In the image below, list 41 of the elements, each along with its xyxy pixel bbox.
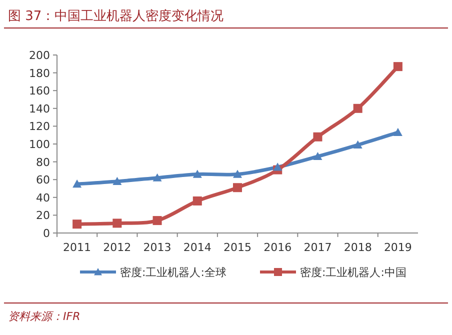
- point: [72, 180, 82, 188]
- y-tick-label: 40: [36, 191, 50, 204]
- y-tick-label: 120: [29, 120, 50, 134]
- point: [233, 170, 242, 178]
- y-tick-label: 160: [29, 84, 50, 98]
- x-tick-label: 2015: [224, 241, 252, 254]
- y-tick-label: 20: [36, 209, 50, 222]
- legend-label: 密度:工业机器人:中国: [300, 266, 406, 279]
- x-tick-label: 2012: [103, 241, 132, 254]
- y-tick-label: 140: [29, 102, 50, 116]
- point: [313, 132, 322, 142]
- y-tick-label: 60: [36, 174, 50, 187]
- x-tick-label: 2019: [384, 241, 412, 254]
- y-tick-label: 0: [43, 227, 50, 240]
- point: [393, 62, 402, 72]
- point: [273, 162, 282, 171]
- point: [353, 104, 362, 113]
- point: [112, 176, 122, 185]
- y-tick-label: 100: [29, 138, 50, 151]
- legend-label: 密度:工业机器人:全球: [120, 266, 226, 279]
- text: 资料来源：IFR: [8, 310, 80, 323]
- point: [152, 216, 162, 226]
- y-tick-label: 200: [29, 49, 50, 62]
- point: [233, 183, 242, 192]
- point: [192, 196, 202, 206]
- point: [393, 128, 402, 136]
- point: [353, 140, 362, 148]
- y-tick-label: 80: [36, 156, 50, 169]
- x-tick-label: 2011: [63, 241, 92, 254]
- point: [192, 170, 202, 178]
- y-tick-label: 180: [29, 66, 50, 80]
- x-tick-label: 2014: [183, 241, 212, 254]
- chart-title: 图 37：中国工业机器人密度变化情况: [8, 8, 224, 24]
- x-tick-label: 2018: [344, 241, 372, 254]
- x-tick-label: 2013: [143, 241, 172, 254]
- point: [313, 152, 322, 160]
- point: [72, 220, 82, 229]
- x-tick-label: 2017: [304, 241, 332, 254]
- point: [112, 218, 122, 228]
- x-tick-label: 2016: [264, 241, 292, 254]
- point: [152, 173, 162, 182]
